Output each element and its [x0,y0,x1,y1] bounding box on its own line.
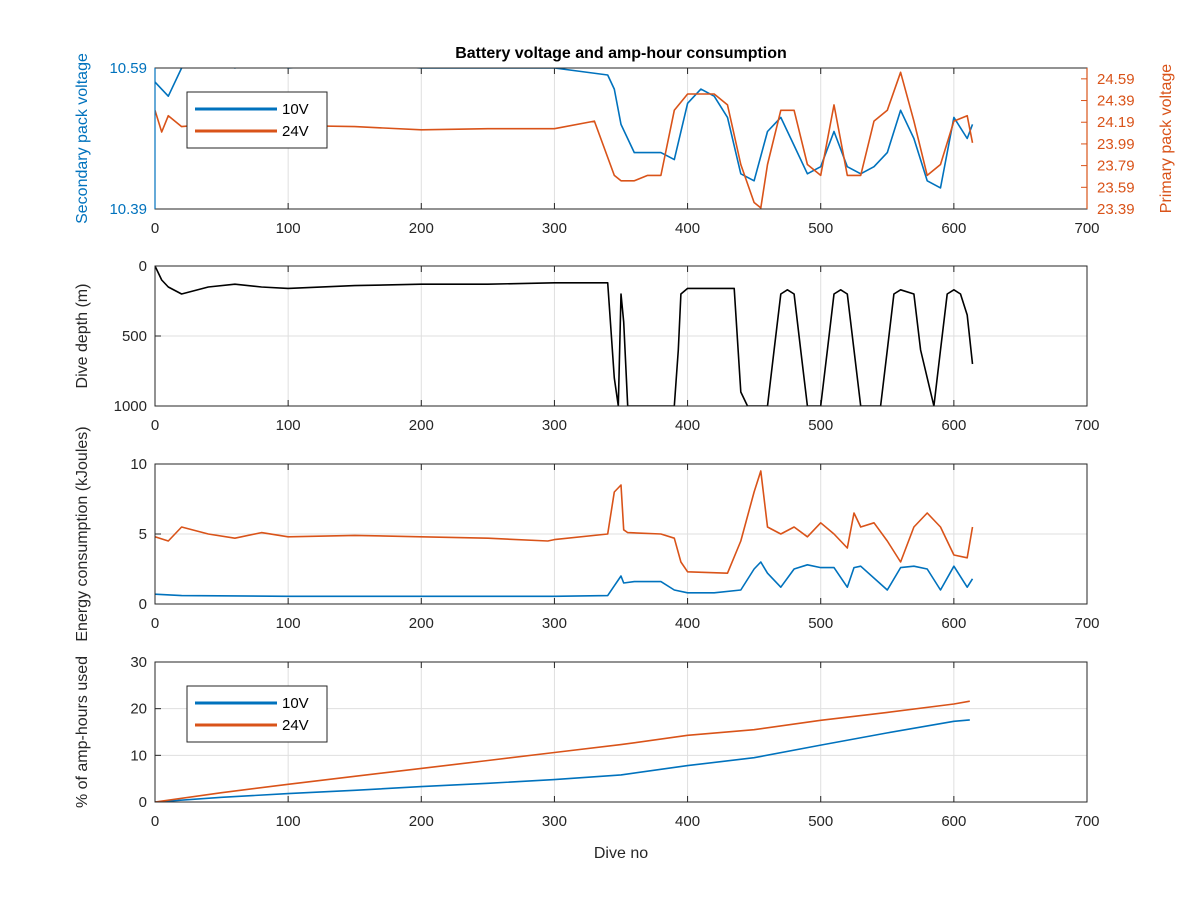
x-tick-label: 100 [276,417,301,434]
y-right-tick-label: 23.59 [1097,179,1135,196]
x-tick-label: 400 [675,813,700,830]
y-tick-label: 10 [130,747,147,764]
x-tick-label: 600 [941,417,966,434]
y-tick-label: 0 [139,596,147,613]
series-line-10v [155,719,970,802]
series-line-24v [155,700,970,802]
legend-entry-24v: 24V [282,123,309,140]
subplot-4: 0 100 200 300 400 500 600 700 0 10 20 30 % of amp-ho… [74,654,1100,862]
subplot-3: 0 100 200 300 400 500 600 700 0 5 10 Energy consump… [74,426,1100,641]
x-axis-label: Dive no [594,845,648,862]
x-tick-label: 300 [542,615,567,632]
x-tick-label: 400 [675,220,700,237]
legend-entry-10v: 10V [282,101,309,118]
y-tick-label: 0 [139,794,147,811]
x-tick-label: 600 [941,220,966,237]
y-tick-label: 20 [130,701,147,718]
x-tick-label: 400 [675,417,700,434]
axes-frame [154,265,1088,407]
x-tick-label: 0 [151,220,159,237]
y-axis-label: Energy consumption (kJoules) [74,426,91,641]
x-tick-label: 0 [151,615,159,632]
y-right-tick-label: 24.59 [1097,71,1135,88]
y-axis-label: Secondary pack voltage [74,53,91,224]
x-tick-label: 500 [808,615,833,632]
y-tick-label: 5 [139,526,147,543]
x-tick-label: 700 [1074,220,1099,237]
subplots: 0 100 200 300 400 500 600 70010.3910.5923.3923.… [74,53,1175,862]
x-tick-label: 100 [276,615,301,632]
y-axis-label: Dive depth (m) [74,284,91,389]
x-tick-label: 0 [151,417,159,434]
x-tick-label: 300 [542,220,567,237]
x-tick-label: 300 [542,813,567,830]
axes-frame [154,463,1088,605]
x-tick-label: 200 [409,813,434,830]
y-right-tick-label: 24.19 [1097,114,1135,131]
x-tick-label: 500 [808,813,833,830]
series-group [155,700,970,802]
x-tick-label: 700 [1074,417,1099,434]
y-right-tick-label: 23.79 [1097,158,1135,175]
x-tick-label: 500 [808,417,833,434]
axes-frame [154,661,1088,803]
y-right-tick-label: 23.39 [1097,201,1135,218]
x-tick-label: 200 [409,417,434,434]
x-tick-label: 200 [409,220,434,237]
series-line-24v [155,470,974,575]
y-right-axis-label: Primary pack voltage [1158,64,1175,213]
legend-entry-10v: 10V [282,695,309,712]
x-tick-label: 0 [151,813,159,830]
series-line [155,266,974,406]
figure-title: Battery voltage and amp-hour consumption [455,45,787,62]
x-tick-label: 600 [941,813,966,830]
x-tick-label: 700 [1074,615,1099,632]
y-tick-label: 1000 [114,398,147,415]
series-line-10v [155,68,974,189]
x-tick-label: 500 [808,220,833,237]
legend-box [186,685,328,743]
y-tick-label: 500 [122,328,147,345]
y-right-tick-label: 23.99 [1097,136,1135,153]
grid-lines [155,464,1087,604]
legend-entry-24v: 24V [282,717,309,734]
x-tick-label: 400 [675,615,700,632]
y-tick-label: 10 [130,456,147,473]
subplot-1: 0 100 200 300 400 500 600 700 10.39 10.59 23.39 23.… [74,53,1175,237]
series-group [155,266,974,406]
series-line-10v [155,561,974,598]
x-tick-label: 200 [409,615,434,632]
y-tick-label: 0 [139,258,147,275]
y-tick-label: 10.59 [109,60,147,77]
legend-box [186,91,328,149]
x-tick-label: 300 [542,417,567,434]
series-group [155,470,974,598]
x-tick-label: 700 [1074,813,1099,830]
y-right-tick-label: 24.39 [1097,93,1135,110]
y-tick-label: 10.39 [109,201,147,218]
y-tick-label: 30 [130,654,147,671]
x-tick-label: 100 [276,813,301,830]
subplot-2: 0 100 200 300 400 500 600 700 0 500 1000 Dive depth… [74,258,1100,434]
x-tick-label: 100 [276,220,301,237]
y-axis-label: % of amp-hours used [74,656,91,808]
x-tick-label: 600 [941,615,966,632]
